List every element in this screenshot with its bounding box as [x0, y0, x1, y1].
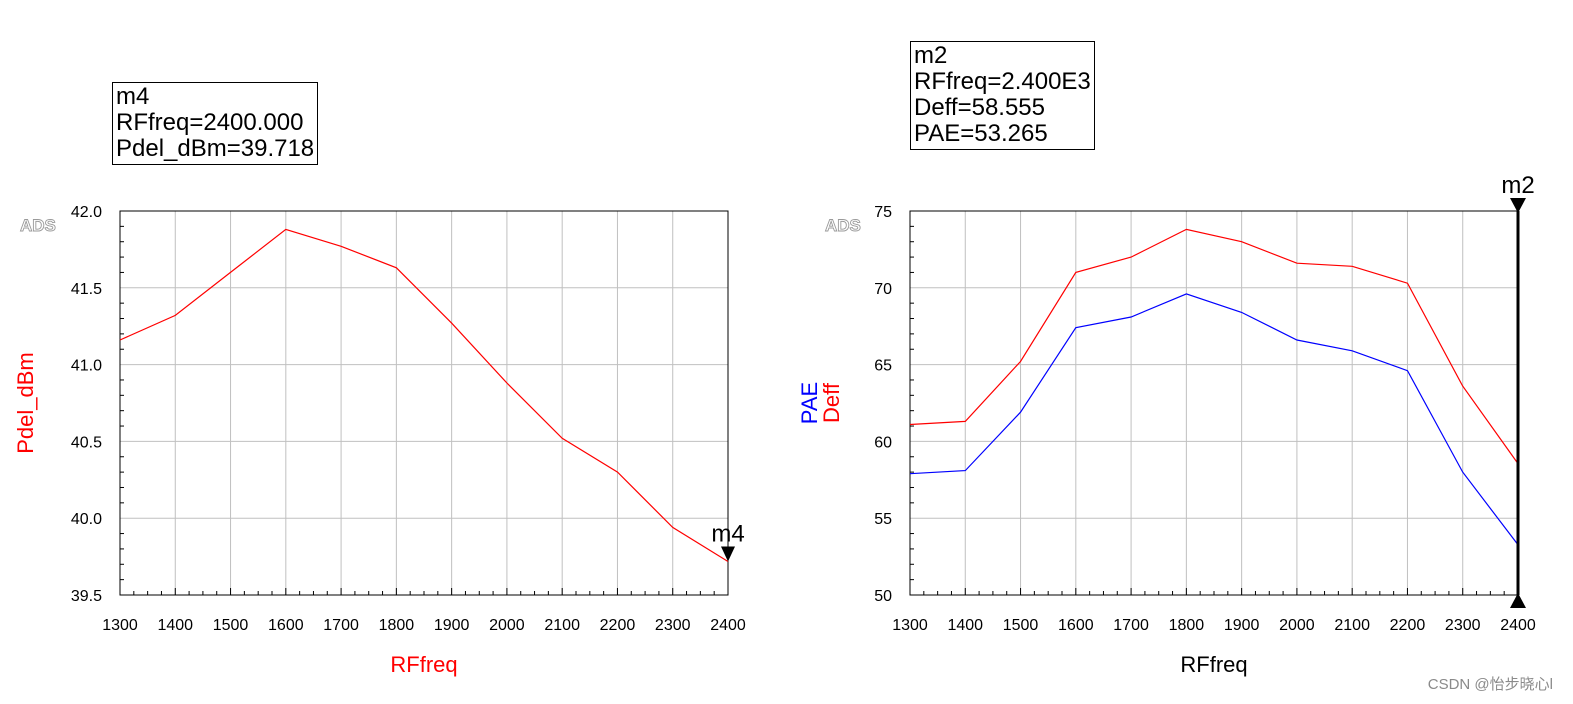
watermark: CSDN @怡步晓心l [1427, 676, 1553, 693]
x-tick-label: 1300 [892, 617, 928, 634]
x-tick-label: 1800 [1169, 617, 1205, 634]
x-tick-label: 2100 [544, 617, 580, 634]
marker-readout-m4[interactable]: m4 RFfreq=2400.000 Pdel_dBm=39.718 [112, 82, 319, 165]
marker-name: m2 [914, 42, 948, 69]
marker-label-m2: m2 [1501, 172, 1534, 199]
marker-readout-m2[interactable]: m2 RFfreq=2.400E3 Deff=58.555 PAE=53.265 [910, 41, 1095, 150]
y-tick-label: 50 [874, 588, 892, 605]
x-tick-label: 2100 [1334, 617, 1370, 634]
marker-arrow-top-m2 [1510, 198, 1526, 213]
y-axis-label-deff: Deff [819, 382, 844, 423]
x-tick-label: 2200 [1390, 617, 1426, 634]
x-tick-label: 1800 [379, 617, 415, 634]
x-tick-label: 1500 [1003, 617, 1039, 634]
x-tick-label: 2300 [1445, 617, 1481, 634]
x-tick-label: 1600 [268, 617, 304, 634]
x-tick-label: 1400 [947, 617, 983, 634]
y-tick-label: 40.0 [71, 511, 102, 528]
marker-freq: RFfreq=2400.000 [116, 109, 304, 136]
marker-arrow-bottom-m2 [1510, 593, 1526, 608]
marker-value: Pdel_dBm=39.718 [116, 135, 315, 162]
series-line-pae [909, 293, 1519, 546]
x-tick-label: 2400 [710, 617, 746, 634]
y-axis-label: Pdel_dBm [13, 352, 38, 454]
marker-label-m4: m4 [711, 521, 744, 548]
x-tick-label: 1500 [213, 617, 249, 634]
y-tick-label: 55 [874, 511, 892, 528]
y-tick-label: 75 [874, 204, 892, 221]
x-tick-label: 1600 [1058, 617, 1094, 634]
y-tick-label: 70 [874, 281, 892, 298]
x-tick-label: 1400 [157, 617, 193, 634]
x-axis-label: RFfreq [390, 652, 457, 677]
plot-frame [119, 210, 729, 596]
y-tick-label: 60 [874, 434, 892, 451]
marker-arrow-m4 [721, 546, 735, 562]
x-tick-label: 2200 [600, 617, 636, 634]
y-tick-label: 42.0 [71, 204, 102, 221]
series-line-deff [909, 228, 1519, 464]
ads-logo: ADS [20, 216, 56, 235]
marker-name: m4 [116, 83, 150, 110]
x-tick-label: 1300 [102, 617, 138, 634]
y-axis-label-pae: PAE [797, 382, 822, 424]
x-tick-label: 2400 [1500, 617, 1536, 634]
series-line-pdel_dbm [119, 228, 729, 563]
x-tick-label: 2000 [489, 617, 525, 634]
x-tick-label: 2300 [655, 617, 691, 634]
marker-pae: PAE=53.265 [914, 120, 1048, 147]
plot-frame [909, 210, 1519, 596]
marker-freq: RFfreq=2.400E3 [914, 68, 1091, 95]
x-tick-label: 2000 [1279, 617, 1315, 634]
y-tick-label: 41.0 [71, 358, 102, 375]
x-tick-label: 1700 [323, 617, 359, 634]
y-tick-label: 39.5 [71, 588, 102, 605]
y-tick-label: 40.5 [71, 434, 102, 451]
x-axis-label: RFfreq [1180, 652, 1247, 677]
ads-logo: ADS [825, 216, 861, 235]
x-tick-label: 1700 [1113, 617, 1149, 634]
y-tick-label: 41.5 [71, 281, 102, 298]
x-tick-label: 1900 [1224, 617, 1260, 634]
marker-deff: Deff=58.555 [914, 94, 1046, 121]
x-tick-label: 1900 [434, 617, 470, 634]
y-tick-label: 65 [874, 358, 892, 375]
